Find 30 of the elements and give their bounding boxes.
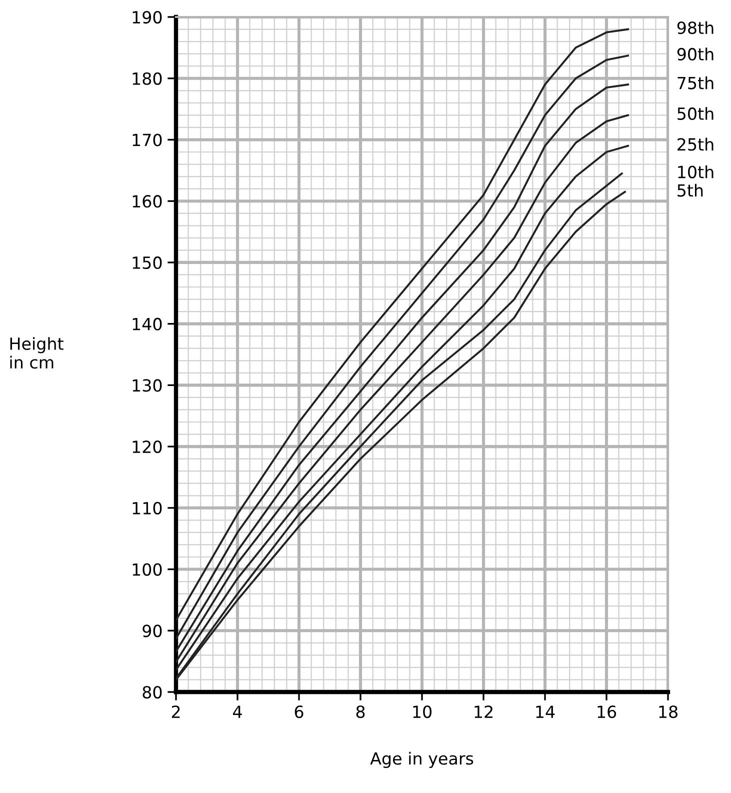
- y-tick-label: 110: [132, 502, 162, 514]
- x-axis-title: Age in years: [370, 752, 474, 768]
- y-tick-label: 140: [132, 318, 162, 330]
- x-tick-label: 14: [536, 706, 555, 718]
- text: 90th: [677, 48, 714, 60]
- x-tick-label: 12: [474, 705, 492, 718]
- y-axis-title: Height in cm: [10, 337, 64, 369]
- y-tick-label: 100: [132, 563, 162, 576]
- y-tick-label: 170: [132, 134, 162, 146]
- y-tick-label: 120: [132, 440, 162, 454]
- y-tick-label: 90: [142, 624, 162, 638]
- text: 98th: [677, 21, 714, 34]
- x-tick-label: 6: [294, 705, 304, 718]
- x-tick-label: 10: [413, 705, 432, 718]
- y-tick-label: 150: [132, 256, 162, 270]
- x-tick-label: 2: [172, 705, 180, 718]
- text: 5th: [678, 184, 703, 197]
- x-tick-label: 16: [598, 705, 616, 718]
- x-tick-label: 4: [233, 706, 242, 718]
- y-tick-label: 160: [132, 195, 162, 208]
- text: 25th: [678, 138, 714, 151]
- text: 10th: [678, 165, 714, 178]
- text: 75th: [678, 76, 714, 90]
- x-tick-label: 8: [356, 705, 365, 718]
- y-tick-label: 190: [132, 10, 162, 24]
- y-tick-label: 80: [142, 686, 162, 699]
- y-tick-label: 180: [132, 72, 162, 85]
- x-tick-label: 18: [659, 705, 678, 718]
- text: 50th: [678, 107, 714, 120]
- y-tick-label: 130: [132, 379, 162, 392]
